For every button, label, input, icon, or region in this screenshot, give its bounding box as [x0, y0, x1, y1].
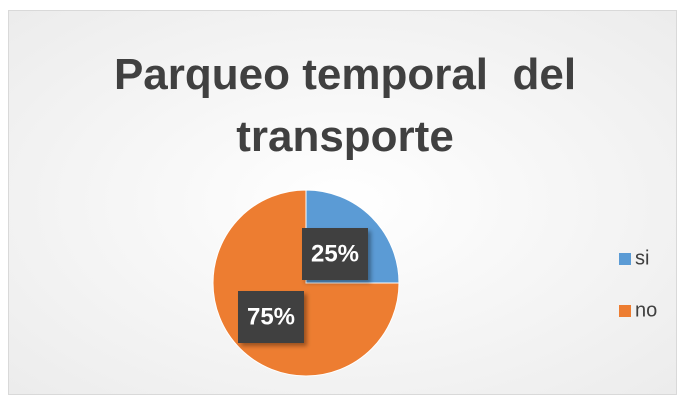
- data-label-box: [302, 228, 368, 280]
- data-label-box: [238, 291, 304, 343]
- legend-swatch: [619, 305, 631, 317]
- legend-label: no: [635, 299, 657, 321]
- data-label: 25%: [311, 240, 359, 267]
- chart-title: Parqueo temporal del transporte: [113, 50, 589, 161]
- legend-label: si: [635, 247, 649, 269]
- data-label: 75%: [247, 303, 295, 330]
- legend-swatch: [619, 253, 631, 265]
